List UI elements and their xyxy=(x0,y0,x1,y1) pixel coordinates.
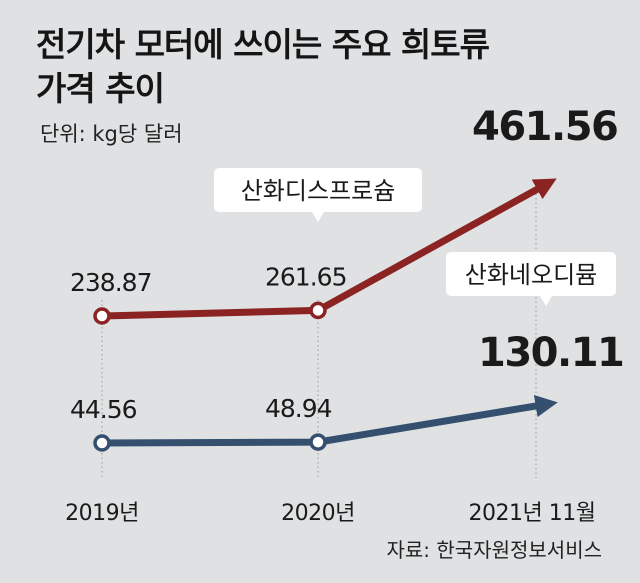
data-point xyxy=(93,434,111,452)
x-tick-label: 2021년 11월 xyxy=(469,501,596,526)
data-point xyxy=(309,433,327,451)
callout-box xyxy=(214,168,422,212)
series-name-label: 산화디스프로슘 xyxy=(241,177,396,205)
data-point xyxy=(93,307,111,325)
value-label: 130.11 xyxy=(478,330,623,376)
chart-title-line-2: 가격 추이 xyxy=(36,69,165,108)
callout-box xyxy=(446,252,616,296)
data-points xyxy=(93,301,327,452)
x-tick-label: 2020년 xyxy=(281,501,355,526)
source-label: 자료: 한국자원정보서비스 xyxy=(386,538,603,562)
value-label: 48.94 xyxy=(265,394,332,423)
guide-lines xyxy=(101,180,537,478)
series-name-label: 산화네오디뮴 xyxy=(465,261,597,289)
series-callout: 산화네오디뮴 xyxy=(446,252,616,306)
value-label: 44.56 xyxy=(70,395,137,424)
series-callout: 산화디스프로슘 xyxy=(214,168,422,222)
value-labels: 238.87 261.65 461.56 44.56 48.94 130.11 xyxy=(70,104,625,424)
chart-title-line-1: 전기차 모터에 쓰이는 주요 희토류 xyxy=(36,25,490,64)
x-tick-label: 2019년 xyxy=(65,501,139,526)
x-axis-labels: 2019년 2020년 2021년 11월 xyxy=(65,501,596,526)
data-point xyxy=(309,301,327,320)
value-label: 238.87 xyxy=(70,268,151,297)
callout-pointer xyxy=(540,296,552,306)
callout-pointer xyxy=(312,212,324,222)
value-label: 261.65 xyxy=(265,262,346,291)
unit-label: 단위: kg당 달러 xyxy=(40,122,183,146)
value-label: 461.56 xyxy=(472,104,617,150)
